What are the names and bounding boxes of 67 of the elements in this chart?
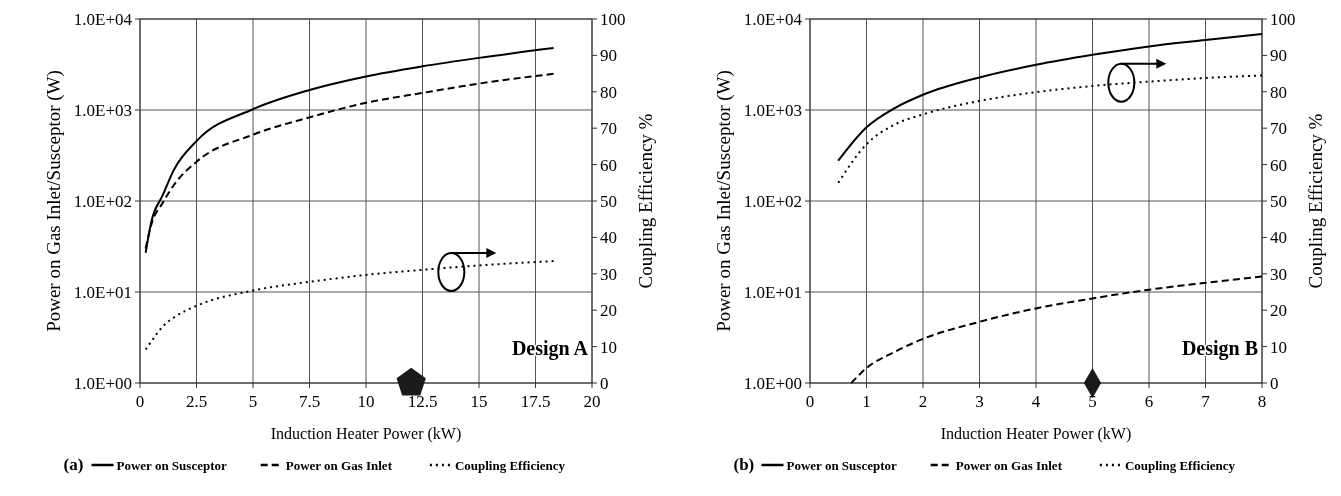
y2-tick-label: 40 — [600, 228, 617, 248]
y-axis-title: Power on Gas Inlet/Susceptor (W) — [43, 70, 65, 332]
y-tick-label: 1.0E+03 — [743, 101, 802, 120]
legend-label: Power on Susceptor — [116, 458, 227, 473]
y2-tick-label: 30 — [600, 264, 617, 284]
y2-tick-label: 70 — [1270, 119, 1287, 139]
y2-tick-label: 90 — [1270, 46, 1287, 66]
y-tick-label: 1.0E+02 — [73, 192, 132, 211]
y2-tick-label: 10 — [1270, 337, 1287, 357]
x-tick-label: 8 — [1257, 392, 1267, 411]
x-tick-label: 7 — [1201, 392, 1211, 411]
y2-tick-label: 30 — [1270, 264, 1287, 284]
x-tick-label: 10 — [357, 392, 375, 411]
x-tick-label: 4 — [1031, 392, 1041, 411]
y2-tick-label: 80 — [1270, 82, 1287, 102]
line-series — [850, 275, 1263, 384]
y2-tick-label: 80 — [600, 82, 617, 102]
y2-tick-label: 40 — [1270, 228, 1287, 248]
y2-tick-label: 100 — [600, 10, 626, 29]
x-tick-label: 3 — [975, 392, 984, 411]
y-tick-label: 1.0E+04 — [743, 10, 803, 29]
y-axis-title: Power on Gas Inlet/Susceptor (W) — [713, 70, 735, 332]
y2-axis-title: Coupling Efficiency % — [635, 113, 656, 289]
x-tick-label: 17.5 — [520, 392, 551, 411]
y-tick-label: 1.0E+02 — [743, 192, 802, 211]
y2-tick-label: 70 — [600, 119, 617, 139]
x-tick-label: 5 — [248, 392, 258, 411]
legend-label: Power on Susceptor — [786, 458, 897, 473]
y2-tick-label: 20 — [600, 301, 617, 321]
x-tick-label: 1 — [862, 392, 871, 411]
y2-tick-label: 60 — [600, 155, 617, 175]
legend-label: Coupling Efficiency — [454, 458, 566, 473]
text: (b) — [733, 455, 755, 474]
x-tick-label: 20 — [583, 392, 601, 411]
legend-label: Coupling Efficiency — [1124, 458, 1236, 473]
x-tick-label: 0 — [805, 392, 815, 411]
y-tick-label: 1.0E+01 — [73, 283, 132, 302]
legend-label: Power on Gas Inlet — [955, 458, 1063, 473]
x-tick-label: 12.5 — [407, 392, 438, 411]
y-tick-label: 1.0E+04 — [73, 10, 133, 29]
x-tick-label: 2.5 — [185, 392, 208, 411]
y2-axis-title: Coupling Efficiency % — [1305, 113, 1326, 289]
y2-tick-label: 0 — [600, 374, 609, 393]
x-tick-label: 7.5 — [298, 392, 321, 411]
y2-tick-label: 100 — [1270, 10, 1296, 29]
y-tick-label: 1.0E+03 — [73, 101, 132, 120]
y-tick-label: 1.0E+00 — [73, 374, 132, 393]
x-tick-label: 5 — [1088, 392, 1097, 411]
x-tick-label: 0 — [135, 392, 145, 411]
y2-tick-label: 10 — [600, 337, 617, 357]
y-tick-label: 1.0E+01 — [743, 283, 802, 302]
legend-label: Power on Gas Inlet — [285, 458, 393, 473]
x-tick-label: 6 — [1144, 392, 1154, 411]
line-series — [837, 74, 1263, 184]
y2-tick-label: 60 — [1270, 155, 1287, 175]
line-series — [837, 32, 1263, 162]
y2-tick-label: 90 — [600, 46, 617, 66]
text: (a) — [63, 455, 84, 474]
x-tick-label: 15 — [470, 392, 488, 411]
y-tick-label: 1.0E+00 — [743, 374, 802, 393]
x-axis-title: Induction Heater Power (kW) — [270, 425, 462, 443]
y2-tick-label: 20 — [1270, 301, 1287, 321]
x-tick-label: 2 — [918, 392, 928, 411]
y2-tick-label: 50 — [1270, 192, 1287, 211]
x-axis-title: Induction Heater Power (kW) — [940, 425, 1132, 443]
y2-tick-label: 0 — [1270, 374, 1279, 393]
y2-tick-label: 50 — [600, 192, 617, 211]
